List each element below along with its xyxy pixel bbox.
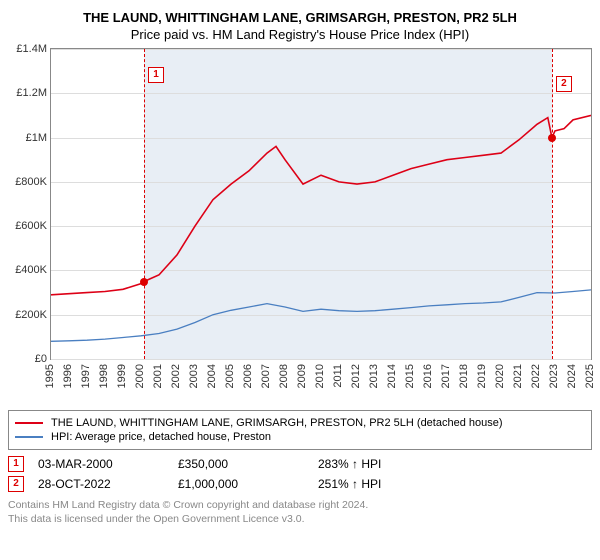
legend-label: THE LAUND, WHITTINGHAM LANE, GRIMSARGH, … bbox=[51, 417, 503, 429]
sale-row: 2 28-OCT-2022£1,000,000251% ↑ HPI bbox=[8, 476, 592, 492]
x-axis-label: 2013 bbox=[368, 364, 380, 388]
x-axis-label: 1999 bbox=[116, 364, 128, 388]
sale-row: 1 03-MAR-2000£350,000283% ↑ HPI bbox=[8, 456, 592, 472]
sales-table: 1 03-MAR-2000£350,000283% ↑ HPI 2 28-OCT-20… bbox=[8, 456, 592, 492]
subject-line bbox=[51, 115, 591, 294]
y-axis-label: £1M bbox=[26, 132, 47, 144]
x-axis-label: 2001 bbox=[152, 364, 164, 388]
y-axis-label: £800K bbox=[15, 176, 47, 188]
x-axis-label: 2025 bbox=[584, 364, 596, 388]
x-axis-label: 2002 bbox=[170, 364, 182, 388]
x-axis-label: 2012 bbox=[350, 364, 362, 388]
x-axis-label: 2010 bbox=[314, 364, 326, 388]
sale-row-marker: 2 bbox=[8, 476, 24, 492]
sale-delta: 251% ↑ HPI bbox=[318, 477, 458, 491]
x-axis-label: 2016 bbox=[422, 364, 434, 388]
footer: Contains HM Land Registry data © Crown c… bbox=[8, 498, 592, 526]
plot-area: £0£200K£400K£600K£800K£1M£1.2M£1.4M12 bbox=[50, 48, 592, 360]
footer-licence: This data is licensed under the Open Gov… bbox=[8, 512, 592, 526]
sale-date: 28-OCT-2022 bbox=[38, 477, 178, 491]
sale-row-marker: 1 bbox=[8, 456, 24, 472]
y-axis-label: £200K bbox=[15, 309, 47, 321]
x-axis-label: 2015 bbox=[404, 364, 416, 388]
legend: THE LAUND, WHITTINGHAM LANE, GRIMSARGH, … bbox=[8, 410, 592, 450]
sale-marker-box: 1 bbox=[148, 67, 164, 83]
title-address: THE LAUND, WHITTINGHAM LANE, GRIMSARGH, … bbox=[8, 10, 592, 25]
y-axis-label: £600K bbox=[15, 220, 47, 232]
sale-price: £350,000 bbox=[178, 457, 318, 471]
title-block: THE LAUND, WHITTINGHAM LANE, GRIMSARGH, … bbox=[8, 10, 592, 42]
x-axis-label: 2000 bbox=[134, 364, 146, 388]
x-axis-label: 2011 bbox=[332, 364, 344, 388]
x-axis-label: 2014 bbox=[386, 364, 398, 388]
x-axis-label: 2017 bbox=[440, 364, 452, 388]
x-axis-label: 2018 bbox=[458, 364, 470, 388]
x-axis-label: 2022 bbox=[530, 364, 542, 388]
x-axis-label: 2004 bbox=[206, 364, 218, 388]
x-axis-label: 2006 bbox=[242, 364, 254, 388]
x-axis-label: 2007 bbox=[260, 364, 272, 388]
x-axis-label: 2003 bbox=[188, 364, 200, 388]
legend-row: HPI: Average price, detached house, Pres… bbox=[15, 431, 585, 443]
sale-date: 03-MAR-2000 bbox=[38, 457, 178, 471]
axis-area: £0£200K£400K£600K£800K£1M£1.2M£1.4M12 19… bbox=[50, 48, 592, 406]
legend-row: THE LAUND, WHITTINGHAM LANE, GRIMSARGH, … bbox=[15, 417, 585, 429]
x-axis-label: 2021 bbox=[512, 364, 524, 388]
x-axis-label: 2005 bbox=[224, 364, 236, 388]
y-axis-label: £400K bbox=[15, 264, 47, 276]
y-axis-label: £1.2M bbox=[16, 87, 47, 99]
sale-dot bbox=[548, 134, 556, 142]
sale-vline bbox=[552, 49, 553, 359]
sale-dot bbox=[140, 278, 148, 286]
title-subtitle: Price paid vs. HM Land Registry's House … bbox=[8, 27, 592, 42]
x-axis-label: 1996 bbox=[62, 364, 74, 388]
x-axis-label: 2020 bbox=[494, 364, 506, 388]
sale-vline bbox=[144, 49, 145, 359]
x-axis-label: 2009 bbox=[296, 364, 308, 388]
x-axis-label: 1997 bbox=[80, 364, 92, 388]
chart-container: THE LAUND, WHITTINGHAM LANE, GRIMSARGH, … bbox=[8, 10, 592, 526]
hpi-line bbox=[51, 290, 591, 341]
x-axis-labels: 1995199619971998199920002001200220032004… bbox=[50, 360, 590, 406]
legend-swatch bbox=[15, 436, 43, 438]
sale-marker-box: 2 bbox=[556, 76, 572, 92]
legend-swatch bbox=[15, 422, 43, 424]
legend-label: HPI: Average price, detached house, Pres… bbox=[51, 431, 271, 443]
sale-price: £1,000,000 bbox=[178, 477, 318, 491]
x-axis-label: 2019 bbox=[476, 364, 488, 388]
series-svg bbox=[51, 49, 591, 359]
sale-delta: 283% ↑ HPI bbox=[318, 457, 458, 471]
y-axis-label: £1.4M bbox=[16, 43, 47, 55]
footer-copyright: Contains HM Land Registry data © Crown c… bbox=[8, 498, 592, 512]
x-axis-label: 1998 bbox=[98, 364, 110, 388]
x-axis-label: 2024 bbox=[566, 364, 578, 388]
x-axis-label: 2008 bbox=[278, 364, 290, 388]
x-axis-label: 1995 bbox=[44, 364, 56, 388]
x-axis-label: 2023 bbox=[548, 364, 560, 388]
